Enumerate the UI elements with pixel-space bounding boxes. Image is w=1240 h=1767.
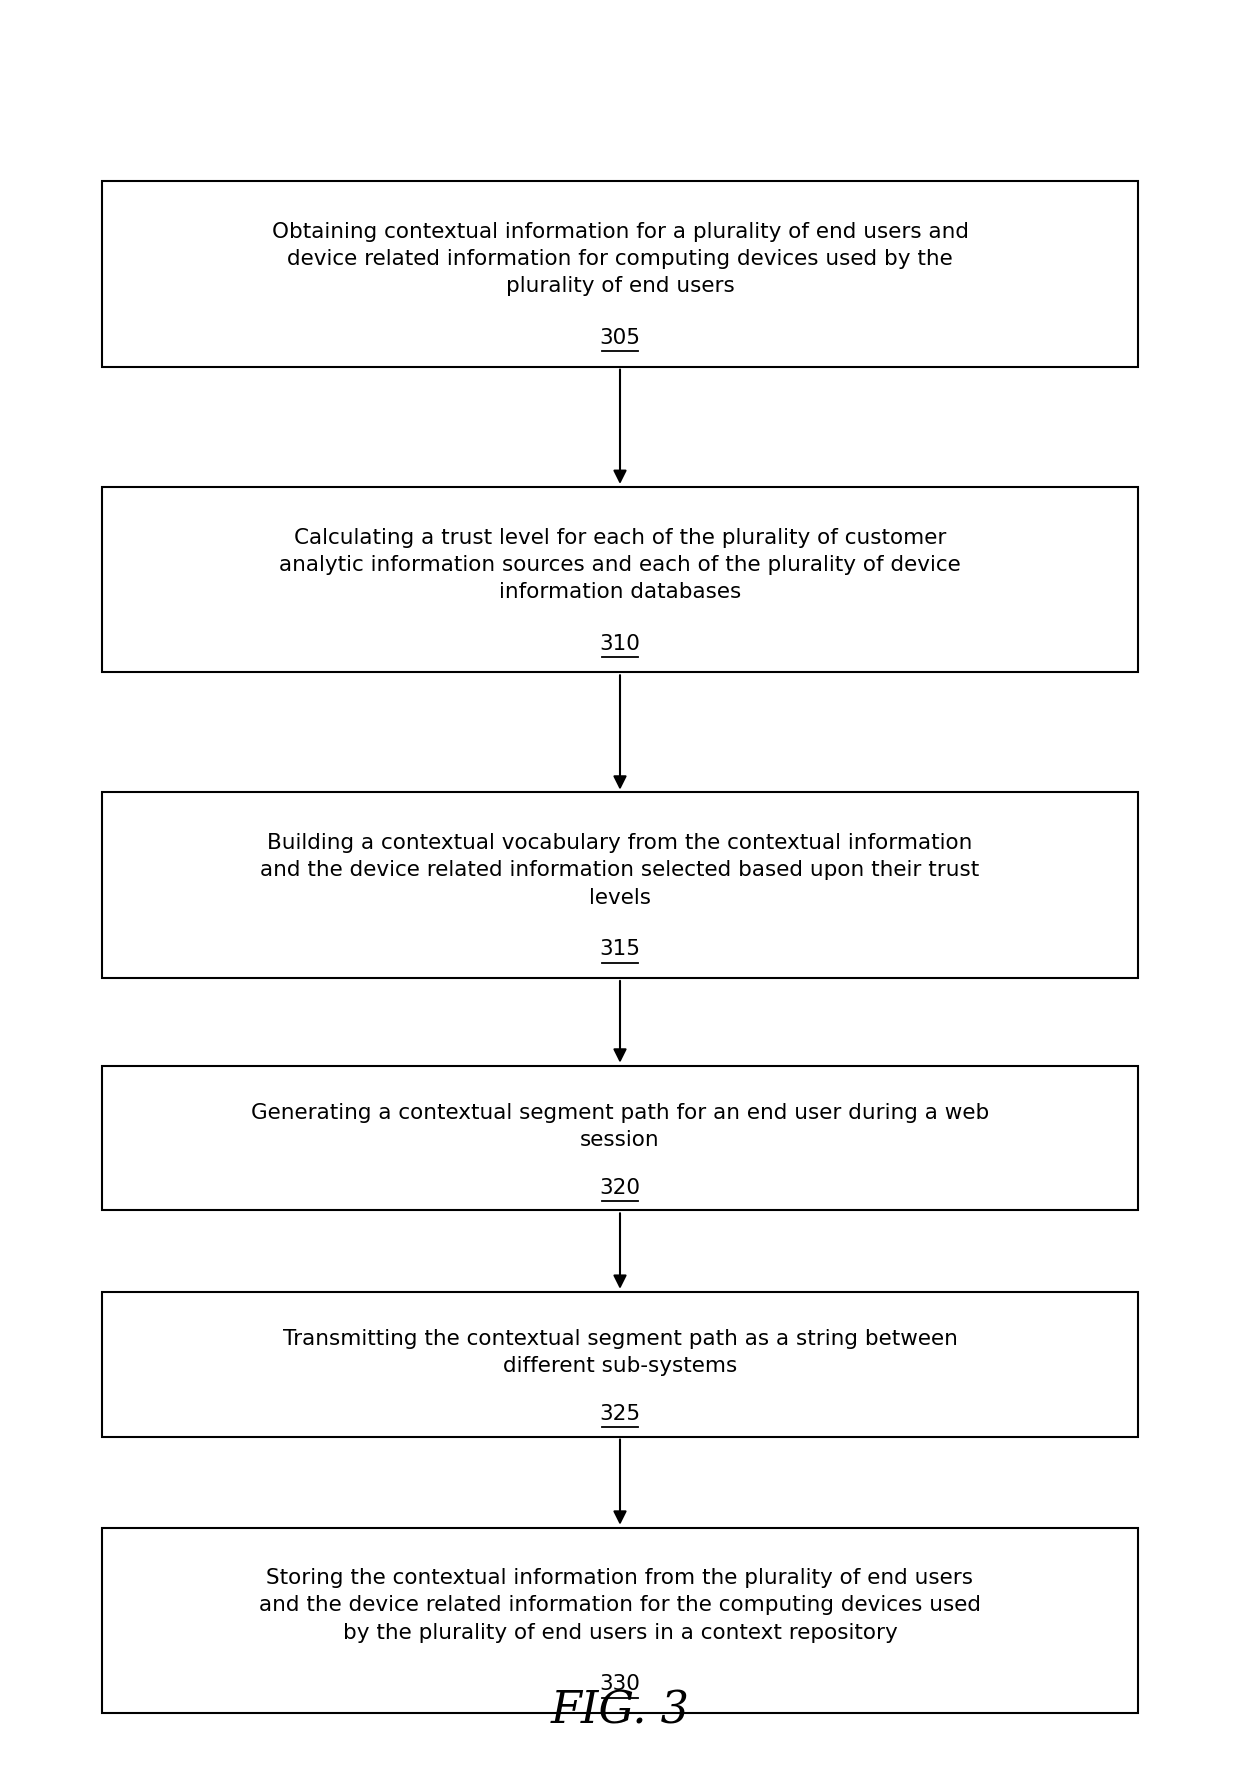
- Text: 320: 320: [599, 1179, 641, 1198]
- FancyBboxPatch shape: [102, 488, 1138, 671]
- Text: Calculating a trust level for each of the plurality of customer
analytic informa: Calculating a trust level for each of th…: [279, 528, 961, 603]
- Text: Generating a contextual segment path for an end user during a web
session: Generating a contextual segment path for…: [250, 1103, 990, 1150]
- Text: 330: 330: [600, 1675, 640, 1695]
- Text: Building a contextual vocabulary from the contextual information
and the device : Building a contextual vocabulary from th…: [260, 834, 980, 908]
- Text: 325: 325: [599, 1405, 641, 1424]
- Text: Transmitting the contextual segment path as a string between
different sub-syste: Transmitting the contextual segment path…: [283, 1329, 957, 1376]
- FancyBboxPatch shape: [102, 792, 1138, 979]
- FancyBboxPatch shape: [102, 1292, 1138, 1437]
- FancyBboxPatch shape: [102, 1066, 1138, 1210]
- Text: 305: 305: [599, 329, 641, 348]
- FancyBboxPatch shape: [102, 182, 1138, 368]
- Text: Storing the contextual information from the plurality of end users
and the devic: Storing the contextual information from …: [259, 1569, 981, 1643]
- Text: FIG. 3: FIG. 3: [551, 1689, 689, 1732]
- Text: 315: 315: [599, 940, 641, 959]
- Text: 310: 310: [600, 634, 640, 654]
- Text: Obtaining contextual information for a plurality of end users and
device related: Obtaining contextual information for a p…: [272, 223, 968, 297]
- FancyBboxPatch shape: [102, 1527, 1138, 1714]
